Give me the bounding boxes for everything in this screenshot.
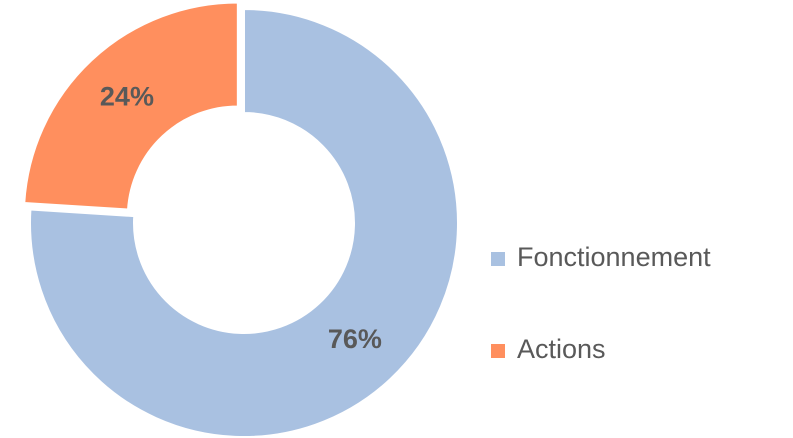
donut-slice — [29, 7, 459, 438]
legend-label: Actions — [517, 334, 606, 364]
value-label: 76% — [328, 324, 382, 354]
legend-swatch — [491, 252, 505, 266]
value-label: 24% — [100, 81, 154, 111]
legend-swatch — [491, 344, 505, 358]
donut-slice — [23, 1, 239, 211]
legend-label: Fonctionnement — [517, 242, 711, 272]
